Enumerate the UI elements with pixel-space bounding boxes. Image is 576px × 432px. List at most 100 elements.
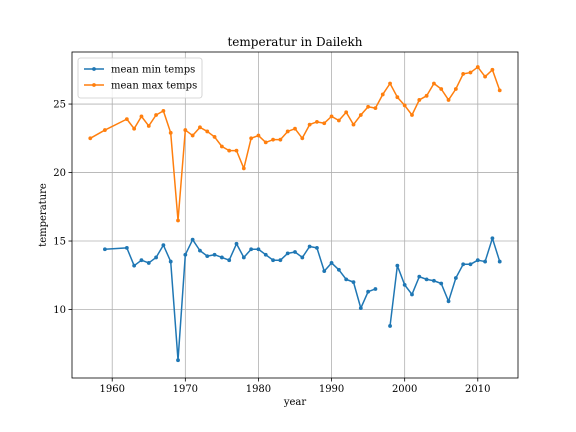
data-point — [271, 137, 275, 142]
data-point — [161, 108, 166, 113]
data-point — [424, 93, 429, 98]
data-point — [190, 237, 195, 242]
data-point — [351, 122, 356, 127]
y-tick-label: 15 — [53, 237, 66, 248]
data-point — [468, 262, 473, 267]
data-point — [212, 252, 217, 257]
data-point — [249, 247, 254, 252]
data-point — [176, 218, 180, 223]
data-point — [439, 281, 444, 286]
x-tick-label: 2000 — [392, 384, 417, 395]
data-point — [263, 140, 268, 145]
data-point — [271, 258, 275, 263]
data-point — [329, 261, 334, 265]
data-point — [380, 92, 385, 97]
data-point — [490, 67, 495, 72]
data-point — [139, 114, 144, 119]
data-point — [146, 124, 151, 128]
y-axis-label: temperature — [38, 183, 49, 247]
data-point — [344, 110, 349, 115]
data-point — [278, 258, 283, 263]
data-point — [417, 274, 422, 279]
data-point — [168, 259, 173, 264]
data-point — [344, 277, 349, 282]
data-point — [124, 117, 129, 122]
data-point — [219, 144, 224, 149]
data-point — [322, 269, 327, 274]
data-point — [483, 259, 487, 264]
legend-item: mean min temps — [84, 65, 195, 76]
data-point — [497, 88, 502, 93]
grid-lines — [72, 52, 518, 378]
data-point — [212, 135, 217, 139]
data-point — [285, 129, 290, 134]
series-1 — [103, 236, 502, 363]
data-point — [103, 128, 107, 132]
x-axis-label: year — [283, 397, 307, 408]
data-point — [256, 133, 261, 138]
data-point — [234, 148, 239, 153]
legend-marker — [92, 67, 96, 71]
data-point — [358, 113, 363, 117]
x-tick-label: 1970 — [173, 384, 198, 395]
data-point — [424, 277, 429, 282]
data-point — [132, 126, 137, 131]
data-point — [373, 106, 378, 111]
data-point — [300, 255, 305, 260]
data-point — [410, 113, 414, 117]
data-point — [475, 258, 480, 263]
data-point — [154, 255, 158, 260]
series-layer — [88, 65, 502, 363]
data-point — [432, 278, 436, 283]
data-point — [336, 118, 341, 123]
data-point — [366, 289, 371, 294]
data-point — [176, 358, 180, 363]
x-tick-label: 1980 — [246, 384, 271, 395]
data-point — [263, 252, 268, 257]
data-point — [446, 299, 451, 304]
data-point — [190, 133, 195, 138]
data-point — [307, 122, 312, 127]
legend-item: mean max temps — [84, 81, 197, 92]
data-point — [358, 306, 363, 311]
data-point — [241, 255, 246, 260]
data-point — [198, 125, 202, 130]
data-point — [395, 95, 400, 100]
data-point — [307, 244, 312, 249]
series-line — [389, 237, 501, 327]
data-point — [285, 251, 290, 256]
data-point — [402, 103, 407, 108]
data-point — [146, 261, 151, 265]
y-tick-label: 10 — [53, 305, 66, 316]
data-point — [461, 72, 466, 76]
data-point — [410, 292, 414, 297]
data-point — [468, 70, 473, 75]
data-point — [446, 98, 451, 102]
data-point — [453, 276, 458, 280]
data-point — [336, 267, 341, 272]
data-point — [293, 250, 297, 254]
data-point — [402, 282, 407, 287]
data-point — [395, 263, 400, 268]
data-point — [366, 104, 371, 109]
data-point — [461, 262, 466, 267]
data-point — [132, 263, 137, 268]
data-point — [219, 255, 224, 260]
chart-title: temperatur in Dailekh — [227, 35, 362, 49]
legend-label: mean min temps — [111, 65, 195, 76]
data-point — [373, 287, 378, 291]
data-point — [103, 247, 107, 252]
data-point — [453, 87, 458, 91]
data-point — [322, 121, 327, 126]
data-point — [432, 81, 436, 86]
data-point — [388, 324, 392, 328]
data-point — [475, 65, 480, 69]
legend-label: mean max temps — [111, 81, 197, 92]
data-point — [183, 252, 188, 257]
y-tick-label: 20 — [53, 168, 66, 179]
data-point — [139, 258, 144, 263]
data-point — [315, 245, 319, 250]
legend: mean min temps mean max temps — [77, 57, 203, 99]
data-point — [168, 130, 173, 135]
